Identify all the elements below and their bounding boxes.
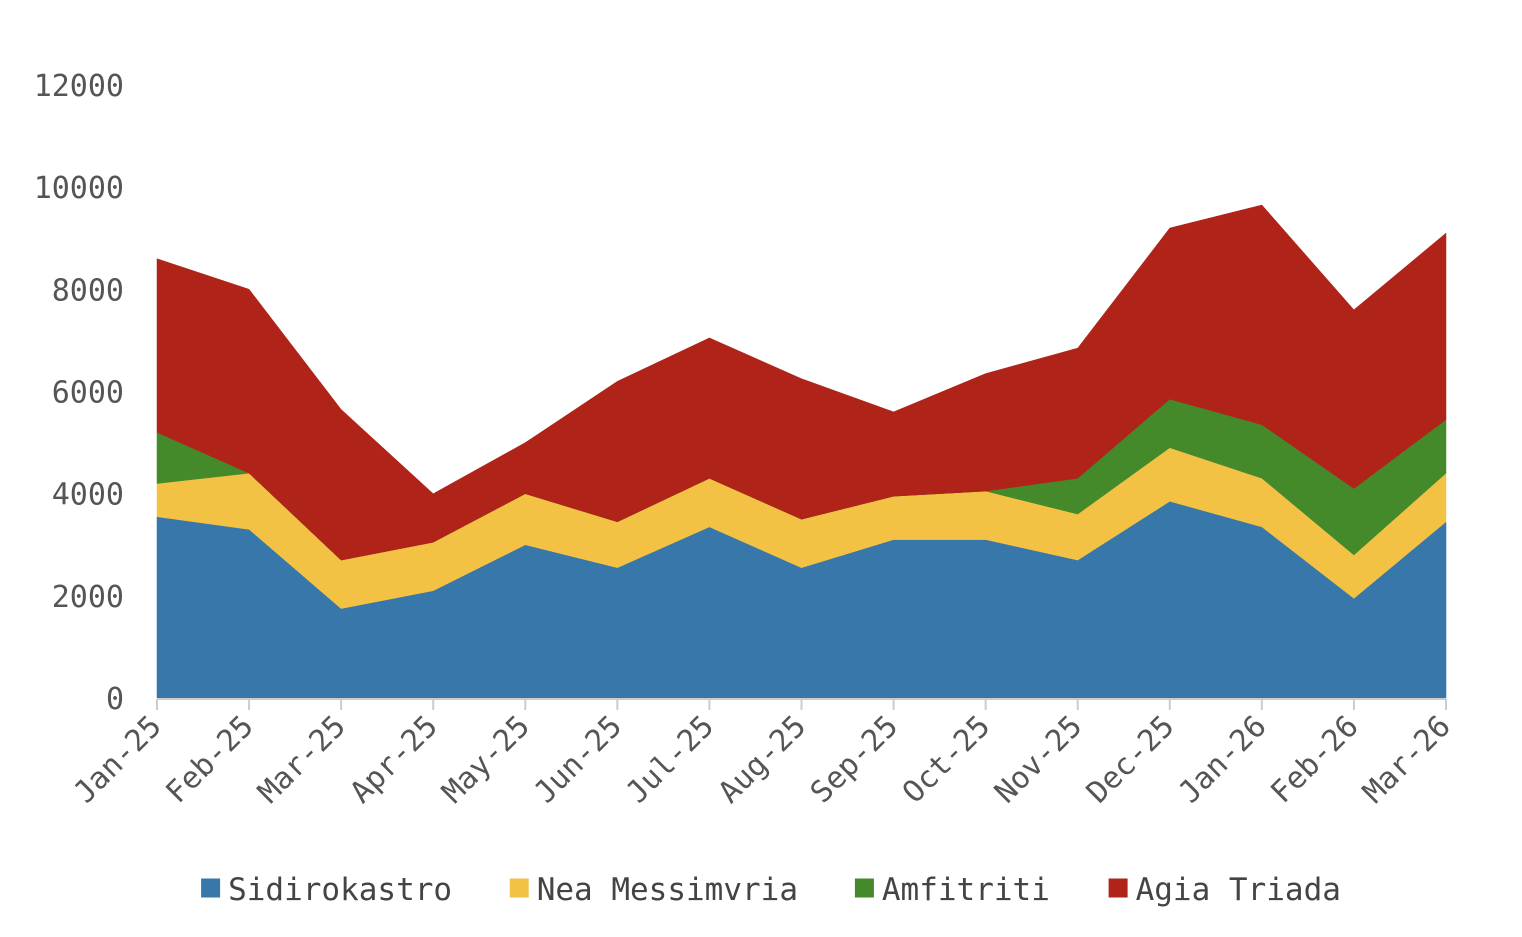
y-tick-label: 4000	[52, 478, 124, 513]
x-tick-label: Jan-26	[1172, 709, 1273, 810]
x-axis: Jan-25Feb-25Mar-25Apr-25May-25Jun-25Jul-…	[67, 698, 1458, 810]
x-tick-label: Jan-25	[67, 709, 168, 810]
x-tick-label: Mar-25	[251, 709, 352, 810]
legend-label: Amfitriti	[882, 872, 1050, 908]
x-tick-label: Jun-25	[528, 709, 629, 810]
x-tick-label: Sep-25	[804, 709, 905, 810]
x-tick-label: Aug-25	[712, 709, 813, 810]
legend: Sidirokastro Nea Messimvria Amfitriti Agia …	[201, 872, 1341, 908]
legend-swatch	[201, 878, 221, 898]
x-tick-label: May-25	[436, 709, 537, 810]
y-tick-label: 8000	[52, 273, 124, 308]
legend-swatch	[854, 878, 874, 898]
y-tick-label: 12000	[34, 69, 124, 104]
series-areas	[156, 204, 1447, 699]
x-tick-label: Oct-25	[896, 709, 997, 810]
y-tick-label: 0	[106, 682, 124, 717]
legend-label: Nea Messimvria	[537, 872, 798, 908]
y-tick-label: 6000	[52, 376, 124, 411]
x-tick-label: Apr-25	[343, 709, 444, 810]
x-tick-label: Mar-26	[1356, 709, 1457, 810]
legend-label: Agia Triada	[1136, 872, 1341, 908]
area-series-3	[156, 204, 1447, 561]
x-tick-label: Feb-26	[1264, 709, 1365, 810]
legend-swatch	[509, 878, 529, 898]
legend-swatch	[1108, 878, 1128, 898]
x-tick-label: Feb-25	[159, 709, 260, 810]
x-tick-label: Jul-25	[620, 709, 721, 810]
y-tick-label: 10000	[34, 171, 124, 206]
legend-label: Sidirokastro	[228, 872, 452, 908]
x-tick-label: Nov-25	[988, 709, 1089, 810]
y-axis: 0 2000 4000 6000 8000 10000 12000	[34, 69, 124, 717]
y-tick-label: 2000	[52, 580, 124, 615]
x-tick-label: Dec-25	[1080, 709, 1181, 810]
